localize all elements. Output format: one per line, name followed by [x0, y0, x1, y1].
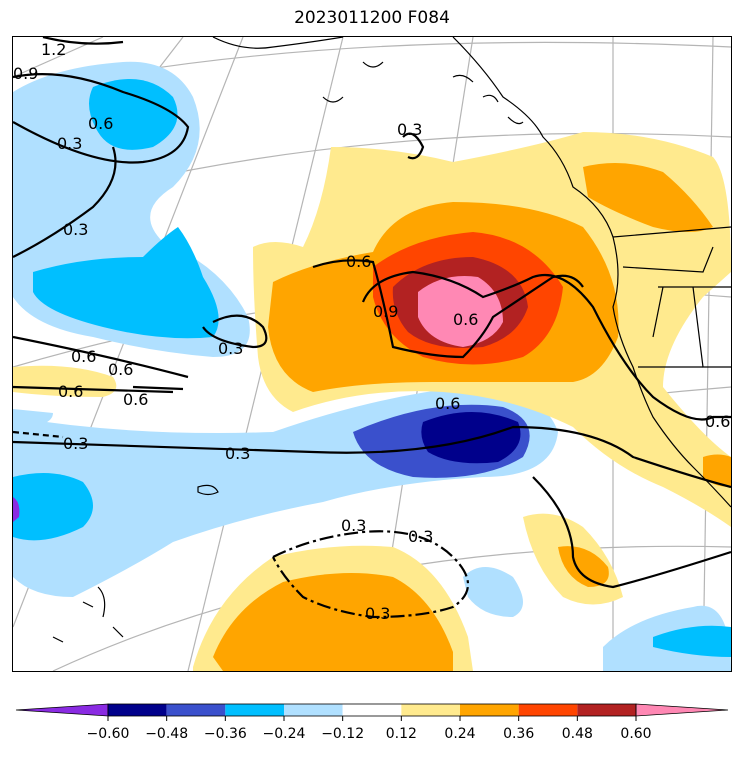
colorbar-segment [108, 704, 167, 716]
colorbar-segment [342, 704, 402, 716]
coastlines [52, 37, 731, 643]
colorbar-segment [401, 704, 460, 716]
colorbar-tick-label: 0.36 [503, 726, 534, 742]
positive-anomaly-fills [13, 132, 731, 671]
contour-label: 0.3 [408, 527, 433, 546]
anomaly-light-blue-west-strip [13, 409, 53, 429]
negative-anomaly-fills [13, 61, 731, 671]
contour-label: 0.9 [373, 302, 398, 321]
colorbar-segment [577, 704, 636, 716]
contour-label: 0.6 [705, 412, 730, 431]
contour-label: 0.6 [435, 394, 460, 413]
colorbar-extend-high [635, 703, 729, 717]
colorbar-svg: −0.60 −0.48 −0.36 −0.24 −0.12 0.12 0.24 0.36 0.4… [15, 703, 729, 742]
colorbar-tick-label: 0.60 [620, 726, 651, 742]
anomaly-orange-south [213, 573, 453, 671]
anomaly-blue-se [653, 625, 731, 657]
anomaly-light-blue-south [463, 567, 523, 617]
contour-label: 0.3 [225, 444, 250, 463]
contour-label: 0.6 [123, 390, 148, 409]
colorbar-tick-label: 0.24 [444, 726, 475, 742]
colorbar-frame [107, 703, 637, 717]
contour-label-group: 1.2 0.9 0.6 0.3 0.3 0.3 0.6 0.9 0.6 0.3 … [13, 40, 730, 623]
anomaly-orange-east-edge [703, 454, 731, 487]
colorbar: −0.60 −0.48 −0.36 −0.24 −0.12 0.12 0.24 0.36 0.4… [0, 696, 744, 756]
contour-label: 0.6 [453, 310, 478, 329]
contour-label: 0.6 [88, 114, 113, 133]
colorbar-tick-label: −0.36 [204, 726, 247, 742]
anomaly-blue-nw [89, 79, 178, 150]
contour-label: 1.2 [41, 40, 66, 59]
colorbar-extend-low [15, 703, 109, 717]
colorbar-tick-label: 0.12 [386, 726, 417, 742]
colorbar-segment [166, 704, 226, 716]
colorbar-tick-label: −0.60 [87, 726, 130, 742]
colorbar-segment [518, 704, 578, 716]
contour-label: 0.3 [57, 134, 82, 153]
anomaly-blue-band [13, 473, 93, 541]
contour-label: 0.6 [108, 360, 133, 379]
contour-lines [13, 37, 731, 619]
contour-label: 0.3 [365, 604, 390, 623]
colorbar-segment [225, 704, 284, 716]
colorbar-segment [284, 704, 343, 716]
colorbar-tick-label: −0.12 [321, 726, 364, 742]
anomaly-dark-blue-core [421, 412, 521, 464]
colorbar-tick-label: −0.48 [145, 726, 188, 742]
colorbar-segment [460, 704, 519, 716]
contour-label: 0.6 [71, 347, 96, 366]
map-title: 2023011200 F084 [294, 8, 450, 28]
contour-label: 0.6 [346, 252, 371, 271]
contour-label: 0.3 [397, 120, 422, 139]
anomaly-violet-edge [13, 497, 20, 522]
contour-label: 0.3 [63, 220, 88, 239]
anomaly-orange-se [558, 546, 609, 587]
contour-label: 0.3 [63, 434, 88, 453]
anomaly-orange-ne [583, 163, 713, 232]
contour-label: 0.3 [218, 339, 243, 358]
map-canvas: 1.2 0.9 0.6 0.3 0.3 0.3 0.6 0.9 0.6 0.3 … [13, 37, 731, 671]
contour-label: 0.3 [341, 516, 366, 535]
anomaly-blue-nw2 [33, 227, 219, 339]
colorbar-tick-label: 0.48 [562, 726, 593, 742]
contour-label: 0.6 [58, 382, 83, 401]
anomaly-pink-core [418, 276, 503, 347]
colorbar-tick-label: −0.24 [263, 726, 306, 742]
map-panel: 1.2 0.9 0.6 0.3 0.3 0.3 0.6 0.9 0.6 0.3 … [12, 36, 732, 672]
contour-label: 0.9 [13, 64, 38, 83]
